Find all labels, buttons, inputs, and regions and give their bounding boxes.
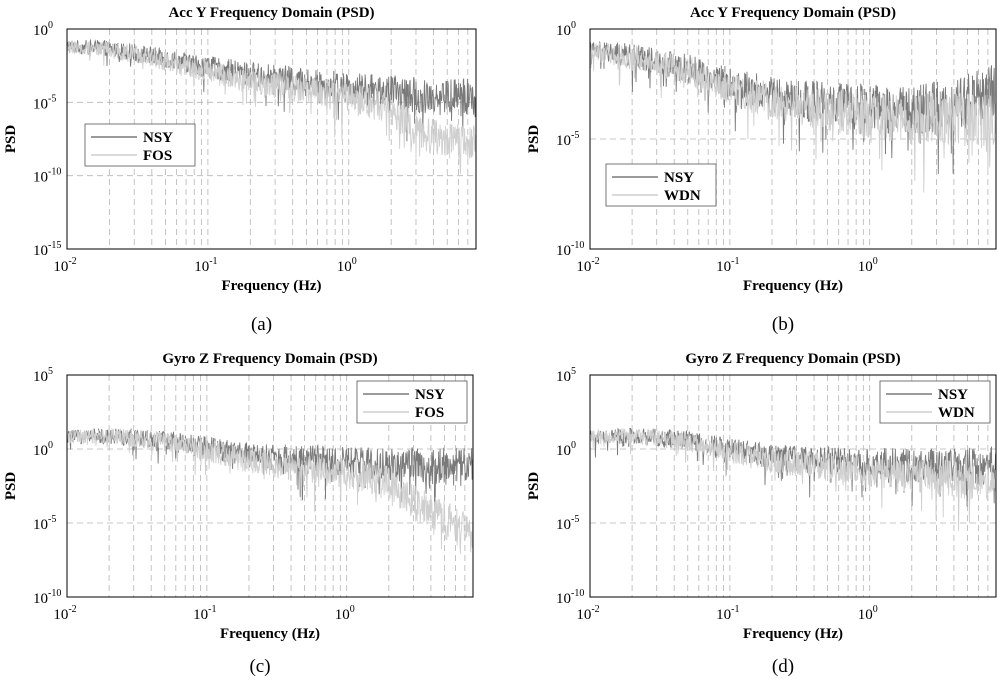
y-tick-label: 10-5 [556,514,579,533]
chart-panel-c: Gyro Z Frequency Domain (PSD) 10-2 10-1 100… [3,351,474,677]
legend-entry-wdn: WDN [938,405,975,421]
y-tick-label: 100 [556,440,576,459]
y-tick-label: 10-10 [33,588,61,607]
y-tick-label: 10-10 [33,167,61,186]
legend-entry-fos: FOS [415,405,444,421]
legend: NSY FOS [356,380,468,424]
x-axis-label: Frequency (Hz) [743,626,843,642]
x-tick-label: 10-1 [193,604,216,623]
x-tick-label: 10-1 [716,256,739,275]
axes-frame [66,374,474,598]
y-tick-label: 10-5 [33,93,56,112]
y-tick-label: 10-5 [556,130,579,149]
series-line-wdn [590,42,996,193]
legend-entry-nsy: NSY [664,170,694,186]
series-line-fos [67,40,476,175]
y-axis-label: PSD [3,125,19,154]
legend: NSY WDN [879,380,991,424]
legend-box [605,163,717,207]
y-tick-label: 100 [33,20,53,39]
chart-title: Gyro Z Frequency Domain (PSD) [685,351,900,367]
x-tick-label: 100 [335,604,355,623]
legend-entry-fos: FOS [143,148,172,164]
legend-box [356,380,468,424]
y-tick-label: 10-5 [33,514,56,533]
y-axis-label: PSD [526,472,542,501]
x-tick-label: 10-2 [53,604,76,623]
axes-frame [589,374,997,598]
axes-frame [589,28,997,250]
series-line-fos [67,428,473,554]
x-tick-label: 10-2 [576,256,599,275]
plot-area [590,427,996,531]
y-tick-label: 100 [556,20,576,39]
panel-label: (c) [249,656,270,677]
chart-title: Acc Y Frequency Domain (PSD) [690,5,896,21]
x-tick-label: 10-1 [194,256,217,275]
x-tick-label: 100 [858,256,878,275]
panel-label: (d) [772,656,794,677]
y-tick-label: 10-15 [33,240,61,259]
legend: NSY WDN [605,163,717,207]
plot-area [67,428,473,554]
x-tick-label: 10-1 [716,604,739,623]
legend-entry-nsy: NSY [938,387,968,403]
legend-entry-nsy: NSY [143,130,173,146]
x-axis-label: Frequency (Hz) [220,626,320,642]
series-line-nsy [67,428,473,526]
legend: NSY FOS [84,123,196,167]
x-tick-label: 10-2 [53,256,76,275]
y-axis-label: PSD [526,125,542,154]
y-tick-label: 10-10 [556,240,584,259]
x-tick-label: 10-2 [576,604,599,623]
x-axis-label: Frequency (Hz) [221,278,321,294]
plot-area [590,41,996,193]
panel-label: (a) [251,314,272,335]
x-axis-label: Frequency (Hz) [743,278,843,294]
legend-entry-wdn: WDN [664,188,701,204]
legend-box [84,123,196,167]
chart-title: Acc Y Frequency Domain (PSD) [168,5,374,21]
grid-lines [590,29,996,249]
chart-panel-d: Gyro Z Frequency Domain (PSD) 10-2 10-1 100… [526,351,997,677]
y-tick-label: 105 [33,366,53,385]
axes-frame [66,28,477,250]
panel-label: (b) [772,314,794,335]
series-line-wdn [590,428,996,531]
x-tick-label: 100 [858,604,878,623]
legend-box [879,380,991,424]
y-tick-label: 105 [556,366,576,385]
y-tick-label: 100 [33,440,53,459]
y-axis-label: PSD [3,472,19,501]
chart-panel-b: Acc Y Frequency Domain (PSD) 10-2 10-1 100 1… [526,5,997,335]
chart-title: Gyro Z Frequency Domain (PSD) [162,351,377,367]
x-tick-label: 100 [337,256,357,275]
chart-panel-a: Acc Y Frequency Domain (PSD) 10-2 10-1 100 1… [3,5,477,335]
y-tick-label: 10-10 [556,588,584,607]
plot-area [67,38,476,175]
legend-entry-nsy: NSY [415,387,445,403]
